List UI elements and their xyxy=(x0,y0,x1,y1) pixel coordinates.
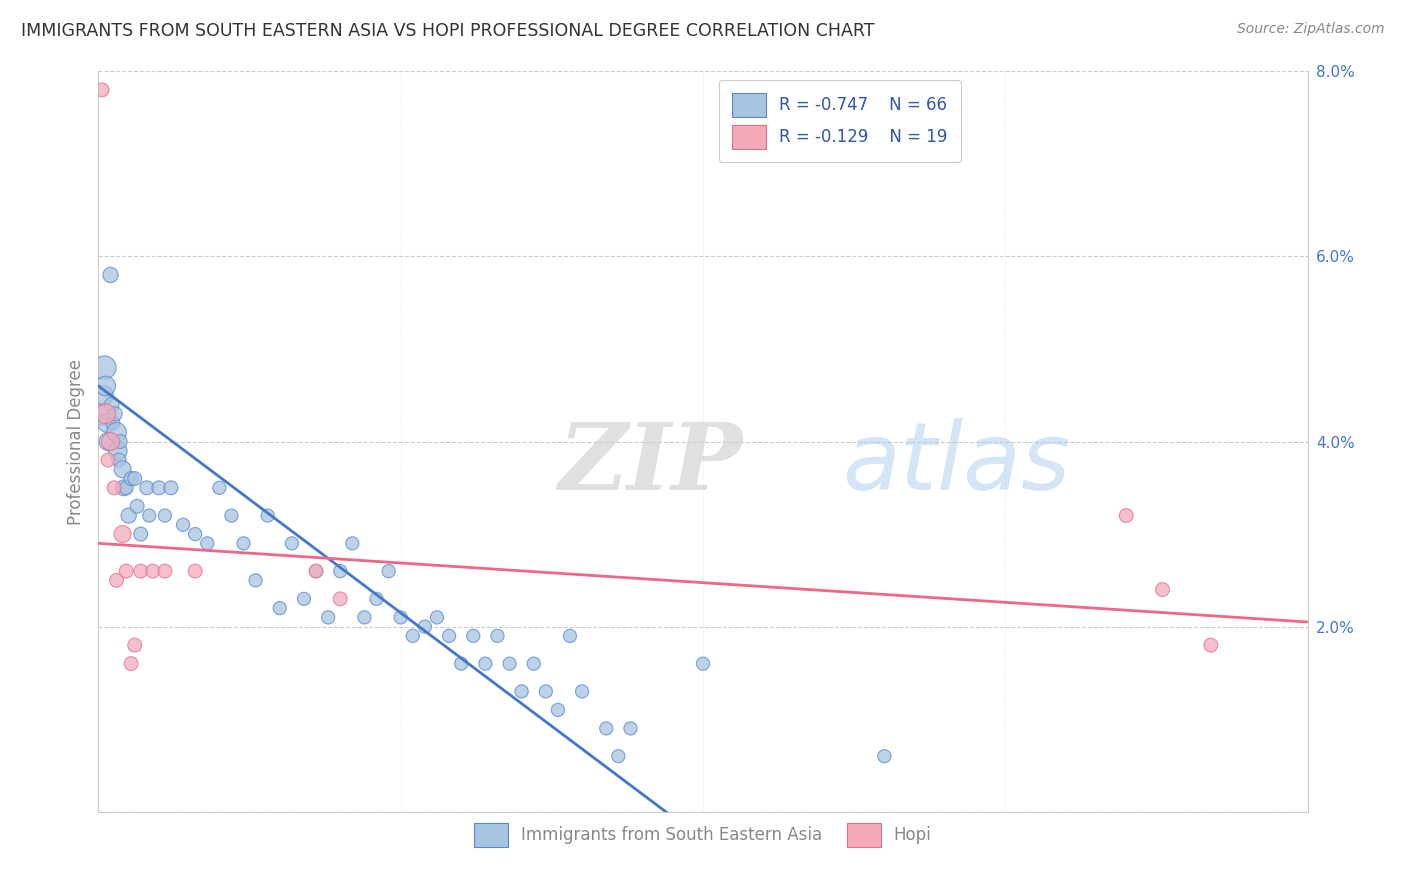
Point xyxy=(389,610,412,624)
Point xyxy=(316,610,339,624)
Point xyxy=(595,722,617,736)
Point xyxy=(534,684,557,698)
Point xyxy=(124,471,146,485)
Point xyxy=(607,749,630,764)
Point xyxy=(101,416,124,430)
Point xyxy=(498,657,520,671)
Point xyxy=(91,388,114,402)
Text: Source: ZipAtlas.com: Source: ZipAtlas.com xyxy=(1237,22,1385,37)
Text: atlas: atlas xyxy=(842,418,1070,509)
Legend: Immigrants from South Eastern Asia, Hopi: Immigrants from South Eastern Asia, Hopi xyxy=(465,815,941,855)
Point xyxy=(486,629,509,643)
Point xyxy=(94,379,117,393)
Point xyxy=(94,407,117,421)
Point xyxy=(474,657,496,671)
Point xyxy=(129,564,152,578)
Point xyxy=(292,591,315,606)
Point xyxy=(108,434,131,449)
Point xyxy=(426,610,449,624)
Point xyxy=(120,471,142,485)
Point xyxy=(138,508,160,523)
Point xyxy=(129,527,152,541)
Point xyxy=(107,443,129,458)
Point xyxy=(329,564,352,578)
Point xyxy=(127,500,149,514)
Point xyxy=(115,481,138,495)
Text: ZIP: ZIP xyxy=(558,418,742,508)
Point xyxy=(232,536,254,550)
Point xyxy=(93,360,115,375)
Point xyxy=(269,601,291,615)
Point xyxy=(510,684,533,698)
Point xyxy=(112,481,135,495)
Point xyxy=(184,527,207,541)
Point xyxy=(256,508,278,523)
Point xyxy=(463,629,485,643)
Point xyxy=(118,508,141,523)
Point xyxy=(120,657,142,671)
Point xyxy=(96,416,118,430)
Point xyxy=(692,657,714,671)
Point xyxy=(523,657,546,671)
Point xyxy=(377,564,399,578)
Point xyxy=(329,591,352,606)
Point xyxy=(172,517,194,532)
Point xyxy=(115,564,138,578)
Point xyxy=(111,527,134,541)
Point xyxy=(342,536,364,550)
Point xyxy=(91,407,114,421)
Point xyxy=(142,564,165,578)
Point xyxy=(97,453,120,467)
Point xyxy=(208,481,231,495)
Point xyxy=(100,398,122,412)
Point xyxy=(111,462,134,476)
Point xyxy=(353,610,375,624)
Point xyxy=(91,83,114,97)
Point xyxy=(366,591,388,606)
Point xyxy=(619,722,641,736)
Point xyxy=(571,684,593,698)
Point xyxy=(305,564,328,578)
Point xyxy=(153,508,176,523)
Point xyxy=(402,629,425,643)
Point xyxy=(184,564,207,578)
Point xyxy=(547,703,569,717)
Point xyxy=(1152,582,1174,597)
Point xyxy=(873,749,896,764)
Point xyxy=(450,657,472,671)
Point xyxy=(1115,508,1137,523)
Point xyxy=(195,536,218,550)
Point xyxy=(221,508,243,523)
Point xyxy=(148,481,170,495)
Point xyxy=(103,481,125,495)
Point xyxy=(135,481,157,495)
Point xyxy=(437,629,460,643)
Point xyxy=(245,574,267,588)
Point xyxy=(160,481,183,495)
Point xyxy=(105,425,128,440)
Text: IMMIGRANTS FROM SOUTH EASTERN ASIA VS HOPI PROFESSIONAL DEGREE CORRELATION CHART: IMMIGRANTS FROM SOUTH EASTERN ASIA VS HO… xyxy=(21,22,875,40)
Point xyxy=(100,434,122,449)
Point xyxy=(1199,638,1222,652)
Point xyxy=(100,268,122,282)
Point xyxy=(305,564,328,578)
Point xyxy=(97,434,120,449)
Point xyxy=(153,564,176,578)
Y-axis label: Professional Degree: Professional Degree xyxy=(66,359,84,524)
Point xyxy=(104,407,127,421)
Point xyxy=(413,619,436,633)
Point xyxy=(281,536,304,550)
Point xyxy=(124,638,146,652)
Point xyxy=(105,574,128,588)
Point xyxy=(108,453,131,467)
Point xyxy=(558,629,581,643)
